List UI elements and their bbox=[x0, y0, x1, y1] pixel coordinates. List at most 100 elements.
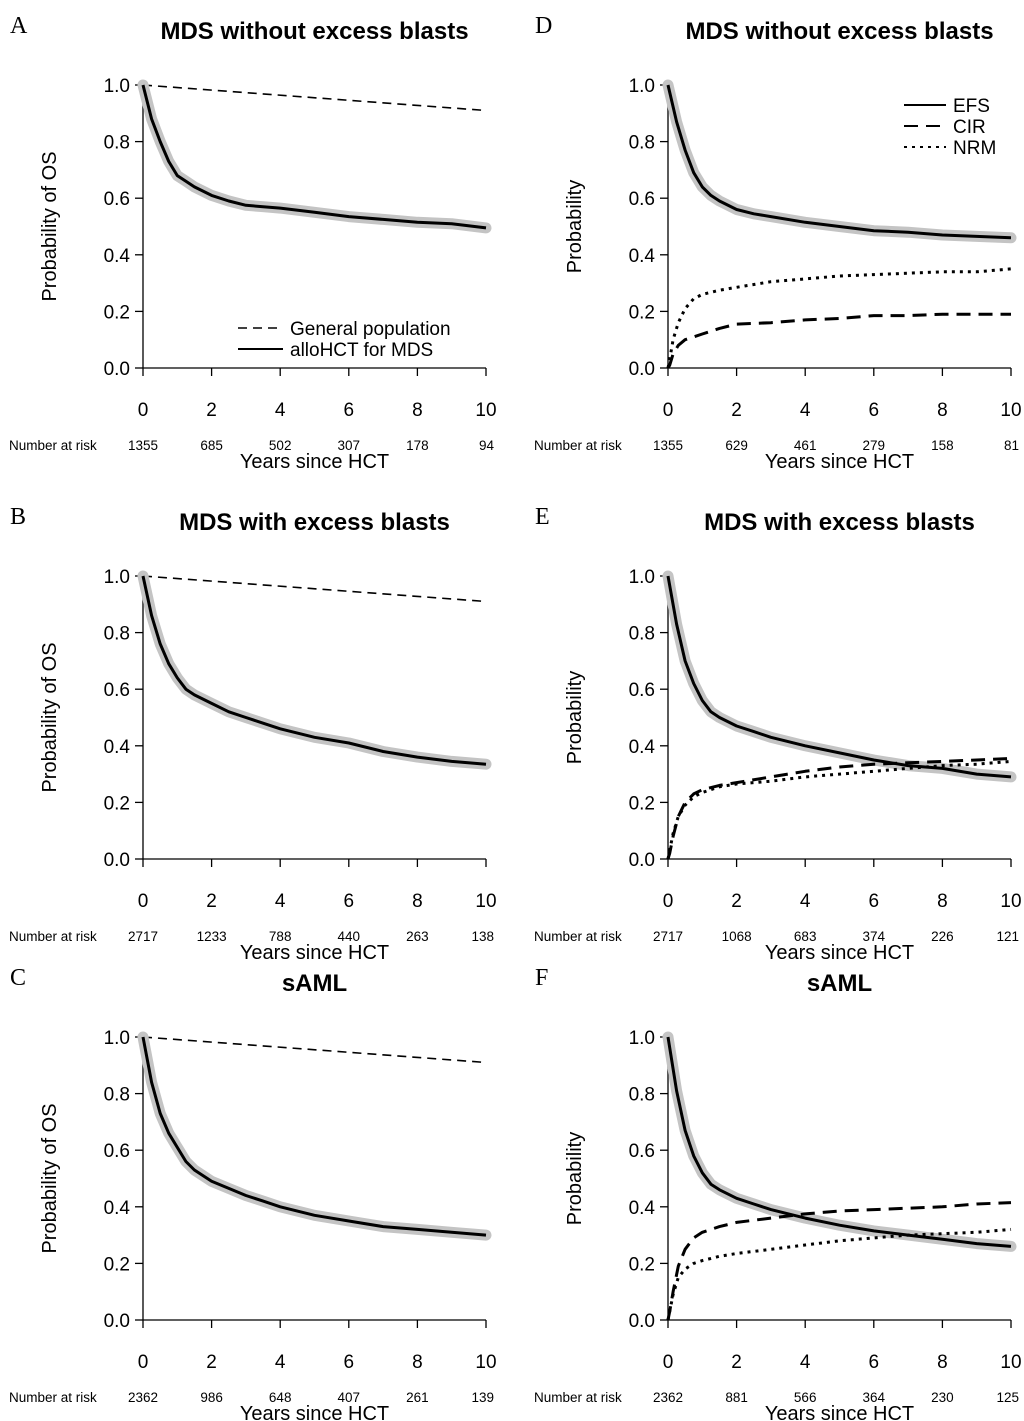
y-tick-label-f: 0.0 bbox=[629, 1311, 655, 1332]
x-tick-label-f: 6 bbox=[869, 1352, 880, 1373]
x-tick-label-d: 6 bbox=[869, 400, 880, 421]
series-line-efs-f bbox=[666, 1036, 1012, 1248]
series-line-general-population-b bbox=[142, 575, 487, 603]
y-tick-label-b: 0.2 bbox=[104, 793, 130, 814]
y-tick-label-d: 0.6 bbox=[629, 189, 655, 210]
number-at-risk-value-f: 364 bbox=[863, 1390, 886, 1405]
series-line-cir-d bbox=[666, 312, 1011, 369]
number-at-risk-value-c: 986 bbox=[200, 1390, 223, 1405]
number-at-risk-value-e: 374 bbox=[863, 929, 886, 944]
confidence-band-efs-e bbox=[662, 570, 1017, 783]
number-at-risk-label-d: Number at risk bbox=[534, 438, 622, 453]
y-axis-label-c: Probability of OS bbox=[39, 1103, 61, 1253]
x-tick-label-e: 2 bbox=[731, 891, 742, 912]
x-tick-label-f: 4 bbox=[800, 1352, 811, 1373]
number-at-risk-label-e: Number at risk bbox=[534, 929, 622, 944]
series-line-allohct-for-mds-a bbox=[141, 84, 487, 230]
x-tick-label-b: 8 bbox=[412, 891, 423, 912]
y-tick-label-a: 0.2 bbox=[104, 302, 130, 323]
y-tick-label-d: 0.8 bbox=[629, 133, 655, 154]
x-tick-label-a: 2 bbox=[206, 400, 217, 421]
panel-title-f: sAML bbox=[807, 970, 872, 997]
x-tick-label-d: 4 bbox=[800, 400, 811, 421]
x-tick-label-f: 0 bbox=[663, 1352, 674, 1373]
y-tick-label-c: 0.6 bbox=[104, 1141, 130, 1162]
x-axis-label-f: Years since HCT bbox=[765, 1403, 914, 1421]
series-line-cir-f bbox=[666, 1201, 1012, 1321]
number-at-risk-label-c: Number at risk bbox=[9, 1390, 97, 1405]
x-axis-label-d: Years since HCT bbox=[765, 451, 914, 473]
x-tick-label-c: 2 bbox=[206, 1352, 217, 1373]
x-tick-label-d: 0 bbox=[663, 400, 674, 421]
number-at-risk-value-d: 279 bbox=[863, 438, 886, 453]
number-at-risk-value-e: 1068 bbox=[722, 929, 752, 944]
panel-letter-a: A bbox=[10, 13, 28, 39]
number-at-risk-label-f: Number at risk bbox=[534, 1390, 622, 1405]
x-axis-label-c: Years since HCT bbox=[240, 1403, 389, 1421]
x-tick-label-b: 10 bbox=[475, 891, 496, 912]
y-tick-label-f: 0.4 bbox=[629, 1198, 656, 1219]
y-tick-label-e: 0.4 bbox=[629, 737, 656, 758]
y-tick-label-d: 0.2 bbox=[629, 302, 655, 323]
number-at-risk-value-f: 881 bbox=[725, 1390, 748, 1405]
legend-label-d: EFS bbox=[953, 96, 990, 117]
number-at-risk-value-b: 440 bbox=[338, 929, 361, 944]
x-tick-label-b: 0 bbox=[138, 891, 149, 912]
y-tick-label-a: 0.0 bbox=[104, 359, 130, 380]
panel-title-b: MDS with excess blasts bbox=[179, 509, 450, 536]
x-tick-label-c: 10 bbox=[475, 1352, 496, 1373]
number-at-risk-value-b: 788 bbox=[269, 929, 292, 944]
x-tick-label-f: 10 bbox=[1000, 1352, 1021, 1373]
y-tick-label-d: 0.4 bbox=[629, 246, 656, 267]
panel-letter-b: B bbox=[10, 504, 26, 530]
number-at-risk-label-a: Number at risk bbox=[9, 438, 97, 453]
number-at-risk-value-e: 226 bbox=[931, 929, 954, 944]
number-at-risk-value-b: 138 bbox=[471, 929, 494, 944]
confidence-band-efs-f bbox=[662, 1031, 1017, 1252]
number-at-risk-value-e: 121 bbox=[996, 929, 1019, 944]
y-tick-label-b: 0.8 bbox=[104, 624, 130, 645]
x-tick-label-b: 6 bbox=[344, 891, 355, 912]
panel-letter-e: E bbox=[535, 504, 550, 530]
y-tick-label-a: 1.0 bbox=[104, 76, 130, 97]
y-tick-label-b: 0.6 bbox=[104, 680, 130, 701]
number-at-risk-value-a: 307 bbox=[338, 438, 361, 453]
x-tick-label-c: 0 bbox=[138, 1352, 149, 1373]
y-tick-label-f: 0.6 bbox=[629, 1141, 655, 1162]
y-tick-label-e: 0.8 bbox=[629, 624, 655, 645]
x-tick-label-e: 10 bbox=[1000, 891, 1021, 912]
x-tick-label-e: 8 bbox=[937, 891, 948, 912]
x-tick-label-f: 8 bbox=[937, 1352, 948, 1373]
x-axis-label-a: Years since HCT bbox=[240, 451, 389, 473]
legend-label-a: alloHCT for MDS bbox=[290, 340, 433, 361]
y-tick-label-f: 0.8 bbox=[629, 1085, 655, 1106]
series-line-allohct-for-mds-b bbox=[141, 575, 487, 766]
x-tick-label-e: 0 bbox=[663, 891, 674, 912]
number-at-risk-value-d: 461 bbox=[794, 438, 817, 453]
x-tick-label-d: 10 bbox=[1000, 400, 1021, 421]
panel-letter-d: D bbox=[535, 13, 552, 39]
number-at-risk-value-d: 81 bbox=[1004, 438, 1019, 453]
x-tick-label-d: 8 bbox=[937, 400, 948, 421]
x-tick-label-e: 6 bbox=[869, 891, 880, 912]
y-tick-label-c: 0.0 bbox=[104, 1311, 130, 1332]
panel-title-e: MDS with excess blasts bbox=[704, 509, 975, 536]
series-line-efs-e bbox=[666, 575, 1012, 779]
y-tick-label-c: 0.8 bbox=[104, 1085, 130, 1106]
panel-letter-c: C bbox=[10, 965, 26, 991]
panel-a: A MDS without excess blasts 0.0 0.2 0.4 0.6 0.… bbox=[9, 13, 497, 473]
series-line-efs-d bbox=[666, 84, 1012, 240]
x-tick-label-a: 8 bbox=[412, 400, 423, 421]
y-tick-label-a: 0.4 bbox=[104, 246, 131, 267]
number-at-risk-value-c: 648 bbox=[269, 1390, 292, 1405]
number-at-risk-value-c: 407 bbox=[338, 1390, 361, 1405]
y-tick-label-e: 0.6 bbox=[629, 680, 655, 701]
y-tick-label-c: 0.4 bbox=[104, 1198, 131, 1219]
y-tick-label-a: 0.8 bbox=[104, 133, 130, 154]
legend-label-d: NRM bbox=[953, 138, 996, 159]
number-at-risk-value-a: 94 bbox=[479, 438, 495, 453]
y-tick-label-a: 0.6 bbox=[104, 189, 130, 210]
y-tick-label-f: 0.2 bbox=[629, 1254, 655, 1275]
